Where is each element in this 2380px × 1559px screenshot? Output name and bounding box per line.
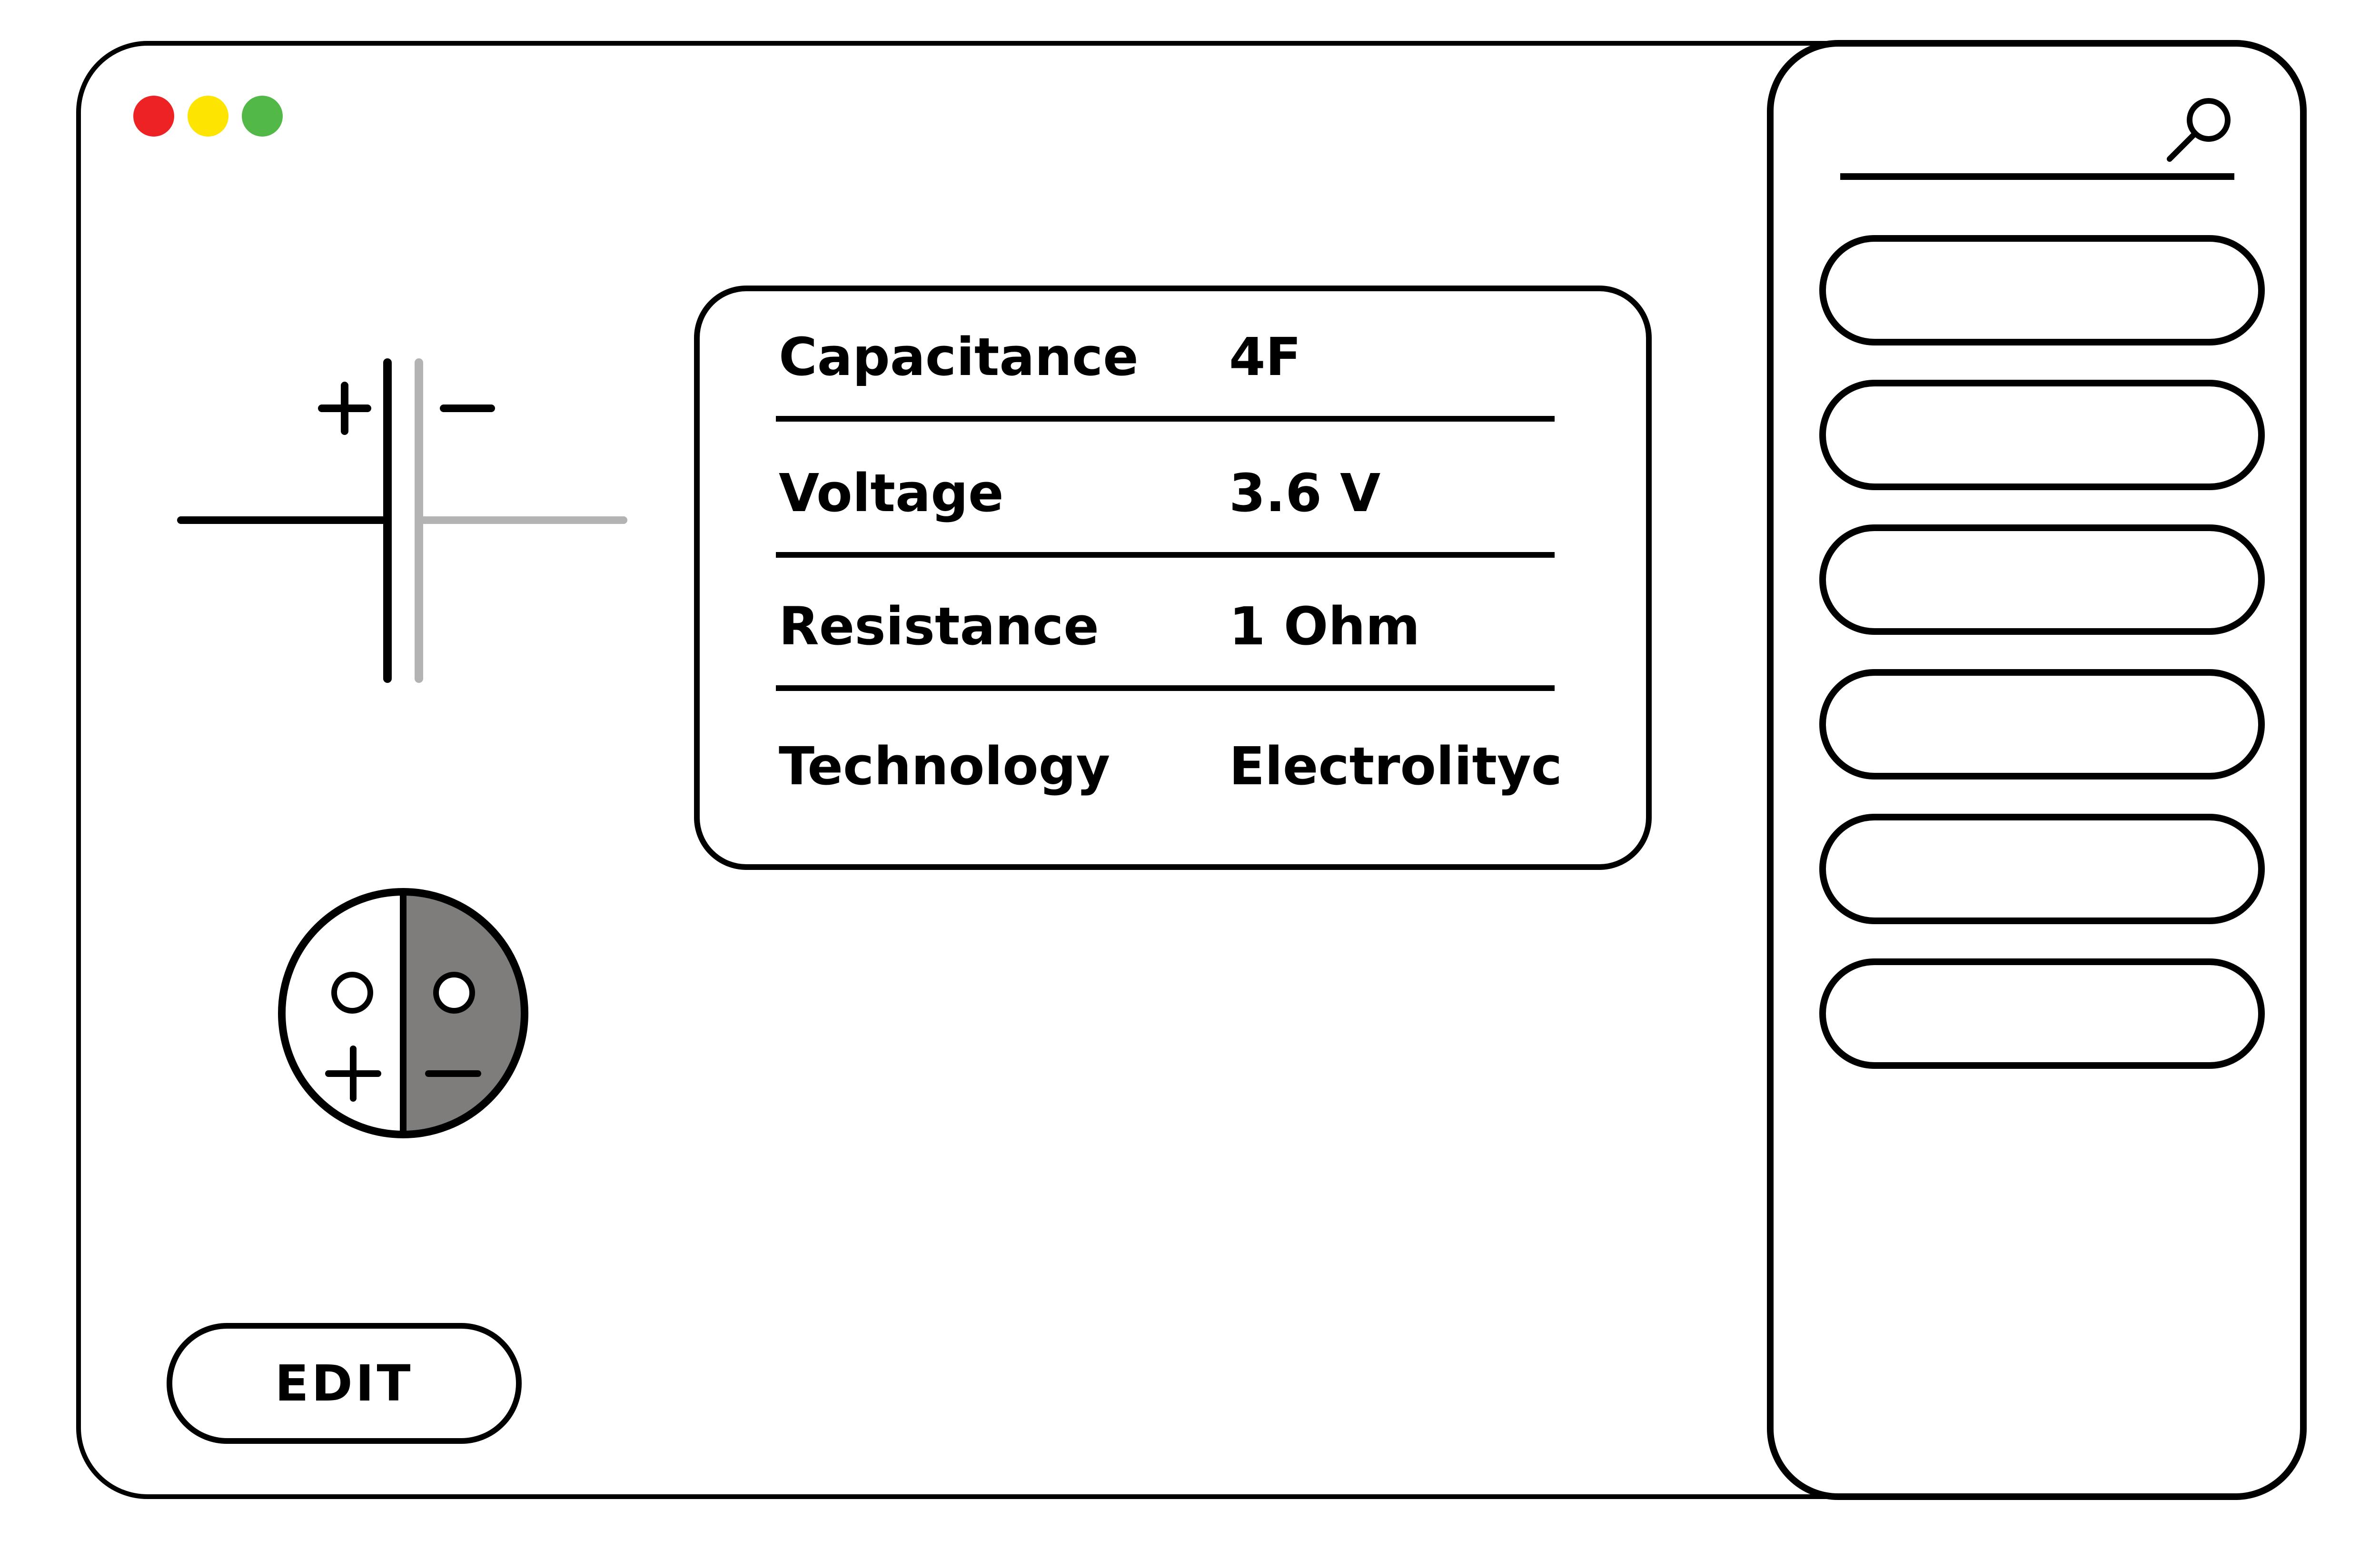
plus-sign-icon	[325, 1046, 381, 1102]
spec-label: Technology	[779, 736, 1111, 797]
spec-value: Electrolityc	[1229, 736, 1562, 797]
spec-label: Capacitance	[779, 326, 1139, 387]
window-controls	[133, 96, 283, 137]
spec-value: 3.6 V	[1229, 463, 1381, 523]
spec-row-voltage: Voltage 3.6 V	[776, 427, 1555, 558]
spec-value: 1 Ohm	[1229, 596, 1420, 657]
sidebar	[1767, 40, 2307, 1500]
sidebar-item[interactable]	[1819, 958, 2265, 1069]
sidebar-item[interactable]	[1819, 235, 2265, 345]
sidebar-item[interactable]	[1819, 669, 2265, 780]
sidebar-item[interactable]	[1819, 524, 2265, 635]
maximize-button[interactable]	[242, 96, 283, 137]
search-input[interactable]	[1840, 94, 2234, 180]
sidebar-item[interactable]	[1819, 380, 2265, 490]
electrolytic-capacitor-icon	[278, 888, 528, 1138]
spec-row-resistance: Resistance 1 Ohm	[776, 561, 1555, 691]
spec-row-capacitance: Capacitance 4F	[776, 291, 1555, 422]
specs-card: Capacitance 4F Voltage 3.6 V Resistance …	[694, 286, 1652, 870]
sidebar-item[interactable]	[1819, 814, 2265, 924]
plus-sign-icon	[318, 382, 371, 435]
spec-value: 4F	[1229, 326, 1301, 387]
edit-button[interactable]: EDIT	[167, 1323, 522, 1444]
spec-row-technology: Technology Electrolityc	[776, 695, 1562, 825]
spec-label: Resistance	[779, 596, 1099, 657]
search-icon[interactable]	[2163, 94, 2234, 166]
capacitor-symbol-icon	[177, 358, 627, 683]
spec-label: Voltage	[779, 463, 1004, 523]
minimize-button[interactable]	[188, 96, 228, 137]
close-button[interactable]	[133, 96, 174, 137]
